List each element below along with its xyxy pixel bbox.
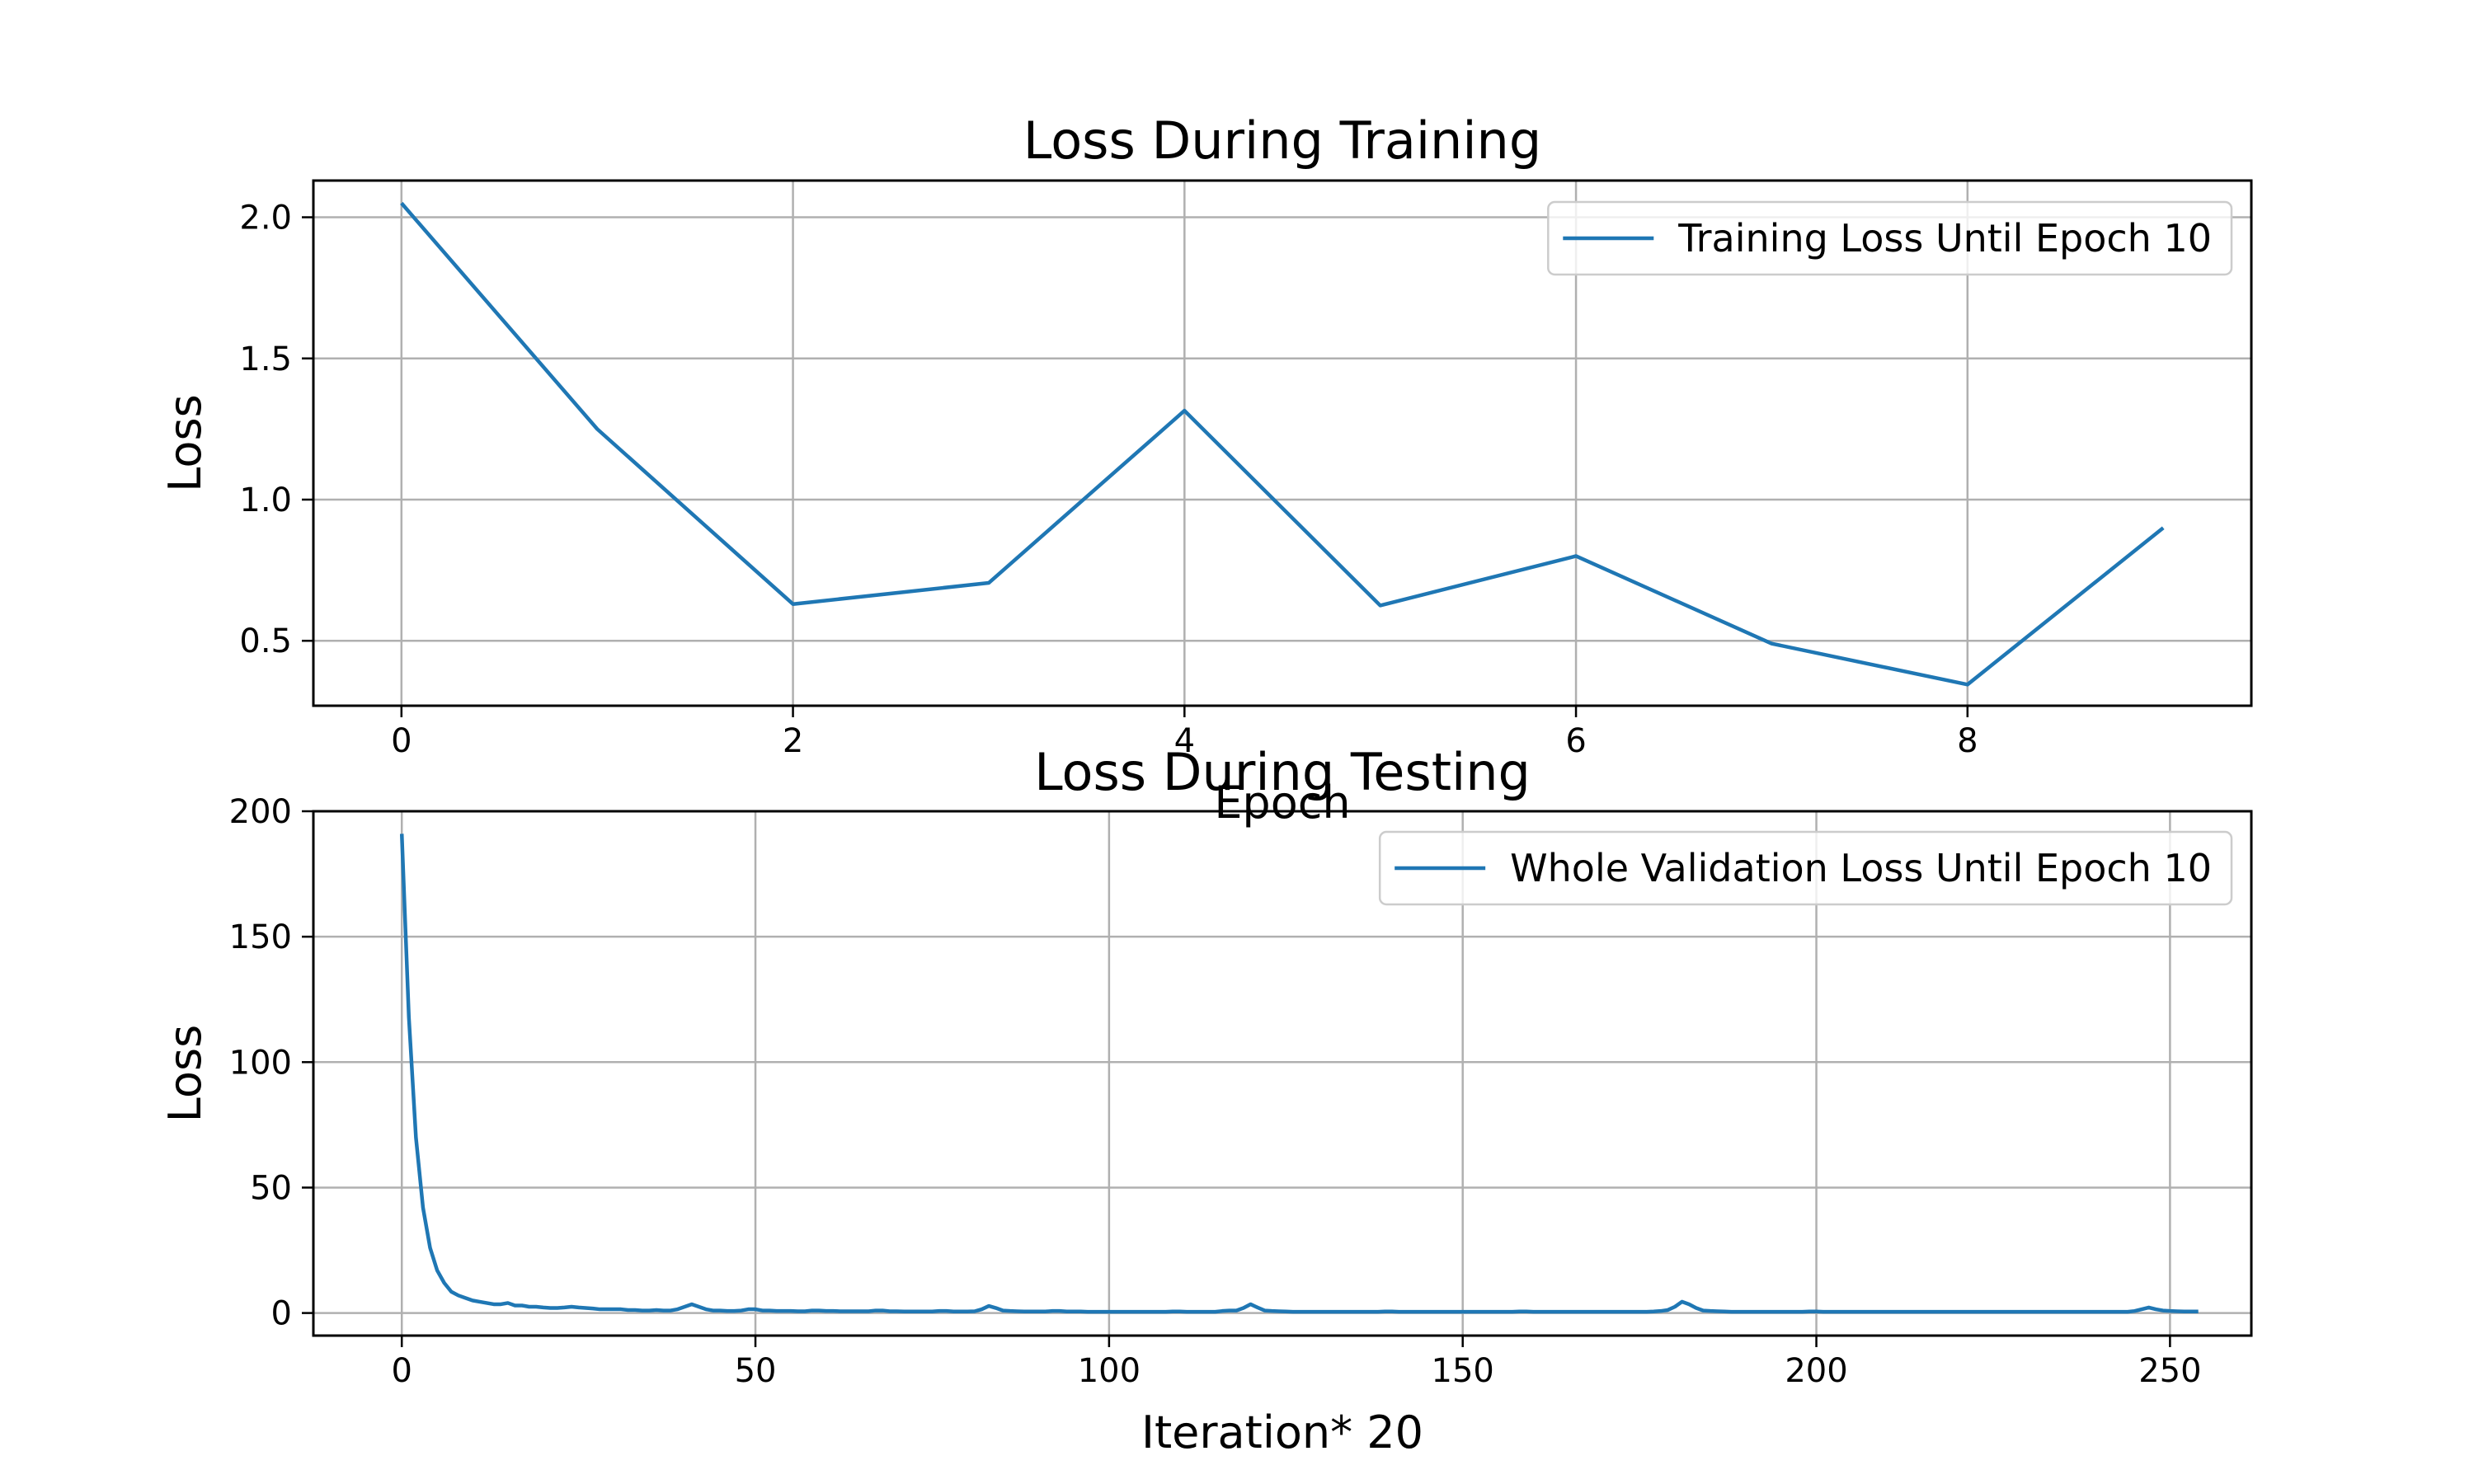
validation-chart-title: Loss During Testing [1034, 742, 1531, 802]
validation-x-tick-label: 50 [735, 1352, 777, 1390]
validation-y-tick-label: 100 [229, 1044, 292, 1082]
training-plot-frame [312, 179, 2253, 707]
training-y-tick-label: 2.0 [239, 200, 292, 237]
training-x-tick-label: 8 [1957, 722, 1978, 760]
training-y-tick-label: 1.5 [239, 340, 292, 378]
validation-y-ticks: 0 50 100 150 200 [229, 793, 313, 1333]
validation-y-tick-label: 150 [229, 918, 292, 956]
validation-series [399, 834, 2199, 1314]
training-x-ticks: 0 2 4 6 8 [391, 706, 1978, 760]
validation-loss-chart: 0 50 100 150 200 250 0 50 100 150 200 Loss During… [159, 742, 2253, 1458]
training-series [400, 201, 2165, 687]
validation-legend: Whole Validation Loss Until Epoch 10 [1378, 830, 2233, 906]
training-x-tick-label: 2 [783, 722, 803, 760]
validation-x-tick-label: 150 [1432, 1352, 1494, 1390]
training-x-tick-label: 6 [1565, 722, 1586, 760]
validation-x-tick-label: 0 [391, 1352, 412, 1390]
training-legend: Training Loss Until Epoch 10 [1547, 200, 2233, 276]
validation-y-tick-label: 50 [250, 1169, 292, 1207]
training-x-tick-label: 0 [391, 722, 412, 760]
training-y-tick-label: 0.5 [239, 622, 292, 660]
validation-x-tick-label: 250 [2138, 1352, 2201, 1390]
validation-x-tick-label: 200 [1785, 1352, 1847, 1390]
training-loss-line [400, 201, 2165, 687]
training-legend-label: Training Loss Until Epoch 10 [1677, 216, 2212, 261]
training-chart-title: Loss During Training [1023, 110, 1541, 171]
training-legend-box [1547, 200, 2233, 276]
training-y-ticks: 0.5 1.0 1.5 2.0 [239, 200, 313, 660]
validation-plot-frame [312, 810, 2253, 1337]
training-y-tick-label: 1.0 [239, 481, 292, 519]
validation-y-axis-label: Loss [159, 1025, 211, 1122]
training-x-axis-label: Epoch [1214, 777, 1350, 829]
validation-legend-box [1378, 830, 2233, 906]
validation-x-axis-label: Iteration* 20 [1141, 1407, 1423, 1458]
validation-x-ticks: 0 50 100 150 200 250 [391, 1336, 2202, 1390]
training-x-tick-label: 4 [1174, 722, 1195, 760]
training-y-axis-label: Loss [159, 394, 211, 491]
validation-x-tick-label: 100 [1078, 1352, 1141, 1390]
validation-legend-label: Whole Validation Loss Until Epoch 10 [1510, 846, 2212, 890]
validation-loss-line [399, 834, 2199, 1314]
validation-y-tick-label: 200 [229, 793, 292, 831]
validation-y-tick-label: 0 [271, 1295, 292, 1333]
